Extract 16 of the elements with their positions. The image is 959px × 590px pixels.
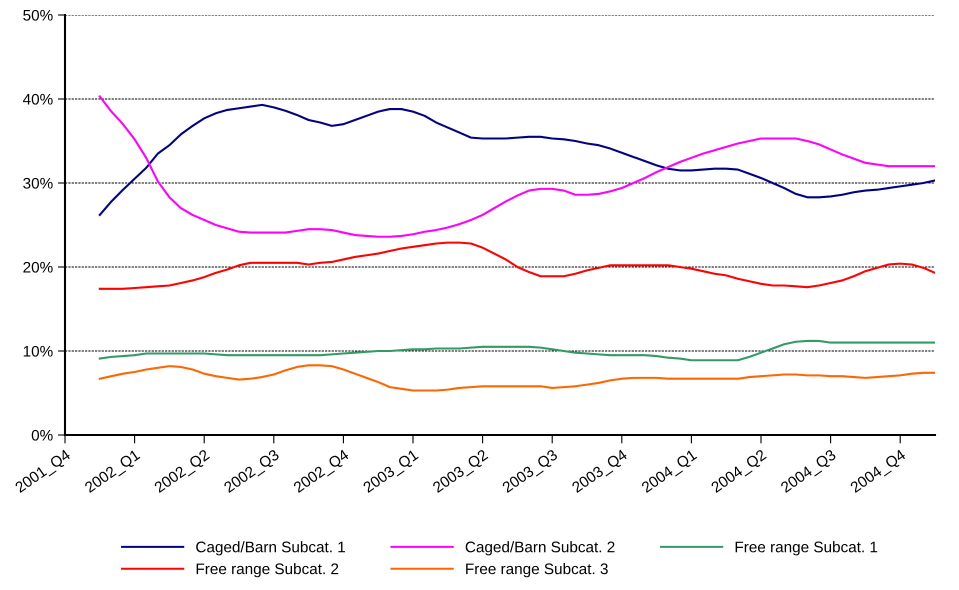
y-tick-label: 10% (24, 346, 53, 357)
line-series (98, 340, 935, 362)
line-series (98, 104, 935, 216)
y-tick-label: 50% (23, 10, 53, 21)
legend-label: Caged/Barn Subcat. 1 (196, 541, 346, 556)
y-tick-label: 30% (23, 178, 53, 189)
legend-label: Free range Subcat. 1 (736, 541, 878, 556)
legend-label: Caged/Barn Subcat. 2 (466, 541, 614, 556)
legend-label: Free range Subcat. 3 (466, 563, 608, 578)
y-tick-label: 20% (23, 262, 53, 273)
y-tick-label: 0% (32, 430, 53, 441)
legend-label: Free range Subcat. 2 (196, 563, 338, 578)
line-series (98, 364, 935, 392)
line-series (98, 242, 935, 290)
line-series (98, 95, 935, 238)
y-tick-label: 40% (22, 94, 53, 105)
